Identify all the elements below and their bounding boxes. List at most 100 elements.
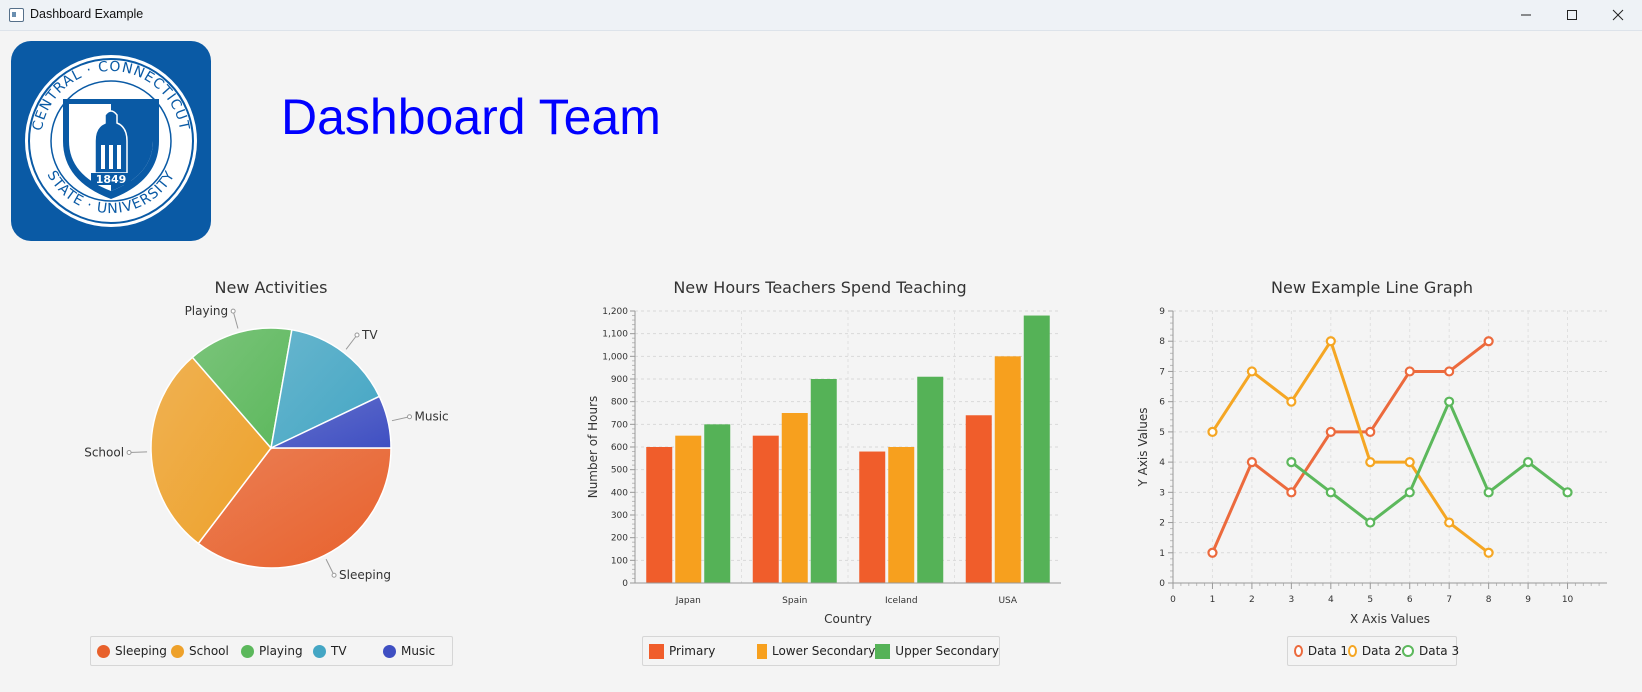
bar-legend: Primary Lower Secondary Upper Secondary: [642, 636, 1000, 666]
bar-x-axis-title: Country: [824, 612, 872, 626]
pie-label-tv: TV: [361, 328, 378, 342]
line-point-series-2: [1246, 366, 1258, 377]
bar-spain-upper-secondary: [810, 379, 837, 583]
pie-slice-school: [150, 356, 272, 545]
line-x-axis-title: X Axis Values: [1350, 612, 1430, 626]
line-ytick-label: 3: [1159, 488, 1165, 498]
bar-usa-upper-secondary: [1023, 315, 1050, 583]
legend-item-tv: TV: [313, 644, 383, 658]
line-point-series-2: [1444, 517, 1455, 528]
bar-iceland-lower-secondary: [888, 447, 915, 583]
bar-ytick-label: 400: [611, 488, 628, 498]
line-point-series-1: [1404, 366, 1415, 377]
maximize-button[interactable]: [1549, 0, 1595, 30]
pie-slice-sleeping: [197, 447, 392, 569]
bar-category-label: Spain: [782, 596, 807, 606]
legend-label: Playing: [259, 644, 303, 658]
line-xtick-label: 7: [1446, 595, 1452, 605]
dashboard-title: Dashboard Team: [281, 89, 661, 145]
legend-label: Music: [401, 644, 436, 658]
bar-usa-primary: [965, 415, 992, 583]
line-xtick-label: 1: [1210, 595, 1216, 605]
minimize-icon: [1521, 14, 1531, 16]
pie-label-dot: [230, 308, 236, 314]
legend-item-upper-secondary: Upper Secondary: [875, 643, 999, 659]
line-point-series-3: [1522, 457, 1534, 468]
bar-japan-primary: [646, 447, 673, 583]
legend-swatch: [875, 643, 891, 659]
line-xtick-label: 3: [1288, 595, 1294, 605]
legend-item-school: School: [171, 644, 241, 658]
line-point-series-3: [1483, 487, 1494, 498]
legend-dot: [383, 644, 396, 658]
university-logo: CENTRAL · CONNECTICUT STATE · UNIVERSITY…: [11, 41, 211, 241]
line-point-series-2: [1404, 457, 1415, 468]
legend-label: Primary: [669, 644, 716, 658]
legend-item-primary: Primary: [649, 643, 757, 659]
line-xtick-label: 2: [1249, 595, 1255, 605]
line-ytick-label: 8: [1159, 337, 1165, 347]
line-point-series-2: [1325, 336, 1336, 347]
line-legend: Data 1 Data 2 Data 3: [1287, 636, 1460, 666]
pie-label-dot: [331, 572, 337, 578]
legend-dot: [313, 644, 326, 658]
pie-label-dot: [126, 450, 132, 456]
legend-swatch: [757, 643, 767, 659]
line-y-axis-title: Y Axis Values: [1136, 407, 1150, 487]
line-point-series-2: [1286, 396, 1297, 407]
line-point-series-2: [1483, 547, 1494, 558]
line-point-series-1: [1286, 487, 1297, 498]
legend-label: School: [189, 644, 229, 658]
legend-item-playing: Playing: [241, 644, 313, 658]
line-xtick-label: 0: [1170, 595, 1176, 605]
activities-pie-chart: Sleeping School Playing TV Music: [84, 304, 448, 582]
bar-ytick-label: 100: [611, 556, 628, 566]
bar-ytick-label: 1,200: [602, 307, 628, 317]
line-xtick-label: 8: [1486, 595, 1492, 605]
bar-ytick-label: 700: [611, 420, 628, 430]
line-point-series-3: [1286, 457, 1297, 468]
bar-ytick-label: 1,000: [602, 352, 628, 362]
window-title: Dashboard Example: [30, 7, 144, 21]
pie-label-leader: [232, 311, 239, 329]
pie-label-dot: [407, 414, 413, 420]
pie-label-leader: [129, 451, 148, 454]
bar-category-label: Iceland: [885, 596, 918, 606]
legend-label: Sleeping: [115, 644, 167, 658]
legend-label: Data 3: [1419, 644, 1460, 658]
legend-item-lower-secondary: Lower Secondary: [757, 643, 875, 659]
line-xtick-label: 4: [1328, 595, 1334, 605]
line-point-series-2: [1207, 426, 1218, 437]
legend-label: Upper Secondary: [895, 644, 999, 658]
legend-marker: [1348, 645, 1357, 657]
line-ytick-label: 1: [1159, 549, 1165, 559]
pie-slice-music: [270, 395, 392, 449]
bar-japan-lower-secondary: [675, 435, 702, 583]
bar-chart-title: New Hours Teachers Spend Teaching: [673, 278, 967, 297]
pie-label-dot: [354, 332, 360, 338]
app-icon: [9, 8, 24, 22]
example-line-chart: 0 1 2 3 4 5 6 7 8 9 0 1 2 3 4 5 6 7 8 9 10 X Axis Values Y Axi…: [1136, 307, 1607, 626]
line-ytick-label: 0: [1159, 579, 1165, 589]
legend-dot: [97, 644, 110, 658]
bar-ytick-label: 1,100: [602, 330, 628, 340]
legend-label: TV: [331, 644, 347, 658]
line-xtick-label: 5: [1367, 595, 1373, 605]
minimize-button[interactable]: [1503, 0, 1549, 30]
bar-ytick-label: 900: [611, 375, 628, 385]
seal-year: 1849: [96, 173, 127, 186]
line-series-3: [1290, 400, 1569, 525]
legend-dot: [241, 644, 254, 658]
legend-item-music: Music: [383, 644, 435, 658]
legend-swatch: [649, 643, 664, 659]
bar-category-label: USA: [998, 596, 1017, 606]
pie-label-leader: [391, 416, 410, 422]
line-ytick-label: 7: [1159, 367, 1165, 377]
pie-label-leader: [345, 334, 358, 350]
legend-label: Data 1: [1307, 644, 1348, 658]
line-point-series-3: [1325, 487, 1336, 498]
line-point-series-1: [1325, 426, 1336, 437]
bar-iceland-upper-secondary: [917, 376, 944, 583]
close-button[interactable]: [1595, 0, 1641, 30]
maximize-icon: [1567, 10, 1577, 20]
